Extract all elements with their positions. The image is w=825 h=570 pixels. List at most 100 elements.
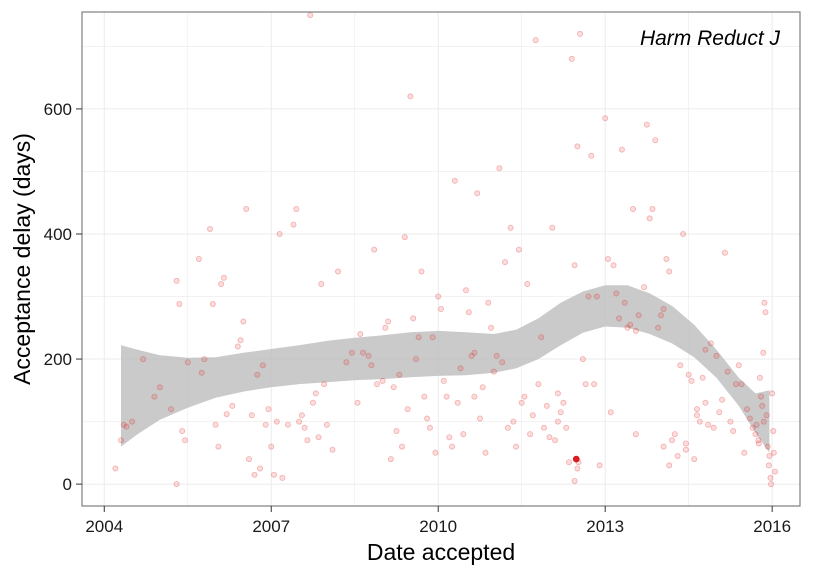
data-point <box>571 477 578 484</box>
data-point <box>418 268 425 275</box>
data-point <box>574 143 581 150</box>
data-point <box>541 424 548 431</box>
data-point <box>655 324 662 331</box>
data-point <box>671 431 678 438</box>
data-point <box>195 255 202 262</box>
data-point <box>496 165 503 172</box>
data-point <box>209 300 216 307</box>
data-point <box>532 37 539 44</box>
data-point <box>251 471 258 478</box>
data-point <box>760 418 767 425</box>
data-point <box>758 393 765 400</box>
data-point <box>521 393 528 400</box>
data-point <box>585 293 592 300</box>
data-point <box>719 396 726 403</box>
data-point <box>454 399 461 406</box>
data-point <box>482 449 489 456</box>
y-axis-title: Acceptance delay (days) <box>9 133 35 385</box>
data-point <box>488 324 495 331</box>
data-point <box>343 359 350 366</box>
data-point <box>504 424 511 431</box>
data-point <box>348 349 355 356</box>
data-point <box>577 30 584 37</box>
data-point <box>173 277 180 284</box>
data-point <box>184 359 191 366</box>
data-point <box>229 402 236 409</box>
x-tick-label: 2013 <box>586 517 624 536</box>
x-tick-label: 2016 <box>753 517 791 536</box>
data-point <box>727 418 734 425</box>
data-point <box>632 431 639 438</box>
data-point <box>168 406 175 413</box>
data-point <box>772 468 779 475</box>
data-point <box>371 246 378 253</box>
data-point <box>563 424 570 431</box>
data-point <box>669 437 676 444</box>
data-point <box>624 324 631 331</box>
data-point <box>140 356 147 363</box>
data-point <box>770 449 777 456</box>
data-point <box>421 393 428 400</box>
data-point <box>426 424 433 431</box>
data-point <box>279 474 286 481</box>
data-point <box>741 449 748 456</box>
data-point <box>702 346 709 353</box>
data-point <box>764 443 771 450</box>
data-point <box>259 362 266 369</box>
data-point <box>129 418 136 425</box>
data-point <box>257 465 264 472</box>
data-point <box>763 412 770 419</box>
data-point <box>752 431 759 438</box>
data-point <box>468 352 475 359</box>
data-point <box>321 381 328 388</box>
data-point <box>716 409 723 416</box>
data-point <box>412 356 419 363</box>
data-point <box>685 371 692 378</box>
data-point <box>396 371 403 378</box>
data-point <box>435 293 442 300</box>
data-point <box>284 421 291 428</box>
data-point <box>206 225 213 232</box>
panel-label: Harm Reduct J <box>640 27 781 50</box>
data-point <box>220 274 227 281</box>
data-point <box>432 449 439 456</box>
data-point <box>407 93 414 100</box>
data-point <box>479 384 486 391</box>
data-point <box>749 424 756 431</box>
data-point <box>733 381 740 388</box>
data-point <box>635 312 642 319</box>
data-point <box>462 287 469 294</box>
data-point <box>765 462 772 469</box>
data-point <box>329 446 336 453</box>
data-point <box>237 337 244 344</box>
data-point <box>265 406 272 413</box>
data-point <box>474 190 481 197</box>
data-point <box>538 334 545 341</box>
data-point <box>566 459 573 466</box>
data-point <box>245 456 252 463</box>
data-point <box>713 352 720 359</box>
data-point <box>730 427 737 434</box>
data-point <box>527 431 534 438</box>
data-point <box>385 318 392 325</box>
y-tick-label: 400 <box>44 225 72 244</box>
data-point <box>761 299 768 306</box>
data-point <box>552 437 559 444</box>
data-point <box>596 462 603 469</box>
data-point <box>457 365 464 372</box>
smooth-band <box>121 285 770 453</box>
data-point <box>641 284 648 291</box>
data-point <box>759 402 766 409</box>
data-point <box>334 268 341 275</box>
data-point <box>593 293 600 300</box>
data-point <box>766 452 773 459</box>
data-point <box>123 423 130 430</box>
data-point <box>223 411 230 418</box>
data-point <box>513 443 520 450</box>
data-point <box>762 309 769 316</box>
panel-border <box>81 11 801 507</box>
data-point <box>767 474 774 481</box>
data-point <box>373 381 380 388</box>
data-point <box>621 299 628 306</box>
